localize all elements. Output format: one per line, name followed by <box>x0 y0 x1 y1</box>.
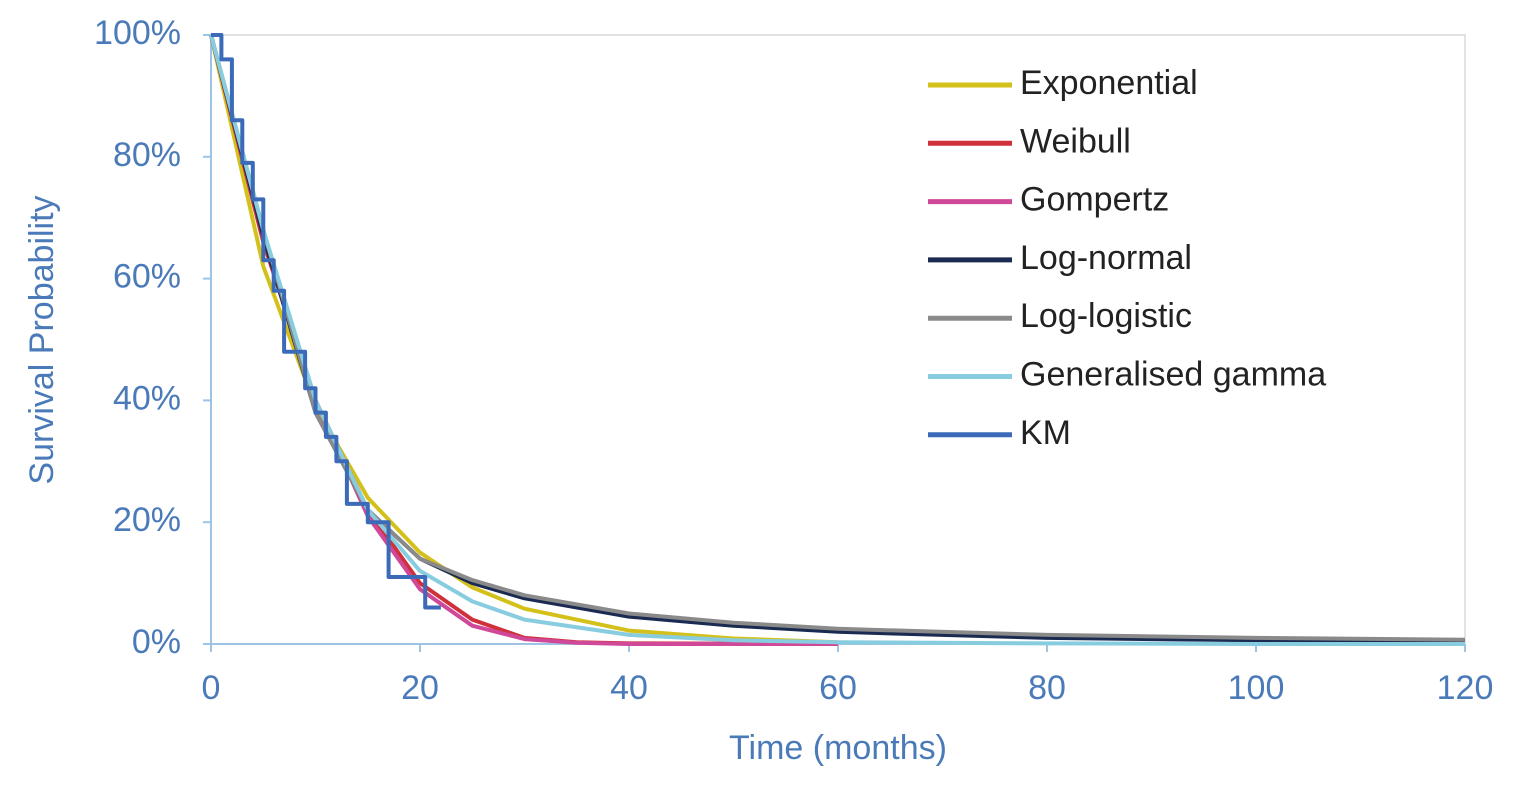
legend-label: Log-logistic <box>1020 297 1192 335</box>
series-line <box>211 33 441 610</box>
legend-label: Gompertz <box>1020 181 1169 219</box>
series-line <box>209 34 838 646</box>
legend-label: Weibull <box>1020 122 1131 160</box>
series-line <box>209 34 839 646</box>
y-tick-label: 20% <box>113 501 181 539</box>
legend-label: Generalised gamma <box>1020 355 1326 393</box>
x-tick-label: 0 <box>202 669 221 707</box>
y-tick-label: 0% <box>132 623 181 661</box>
legend-label: KM <box>1020 414 1071 452</box>
x-tick-label: 100 <box>1228 669 1285 707</box>
y-tick-label: 60% <box>113 258 181 296</box>
x-tick-label: 60 <box>819 669 857 707</box>
x-tick-label: 40 <box>610 669 648 707</box>
y-tick-label: 80% <box>113 136 181 174</box>
y-tick-label: 100% <box>94 14 181 52</box>
series-line <box>209 34 839 645</box>
y-axis-label: Survival Probability <box>23 195 61 484</box>
x-tick-label: 20 <box>401 669 439 707</box>
legend-label: Log-normal <box>1020 239 1192 277</box>
x-tick-label: 80 <box>1028 669 1066 707</box>
x-tick-label: 120 <box>1437 669 1494 707</box>
legend-label: Exponential <box>1020 64 1198 102</box>
y-tick-label: 40% <box>113 379 181 417</box>
x-axis-label: Time (months) <box>729 729 947 767</box>
